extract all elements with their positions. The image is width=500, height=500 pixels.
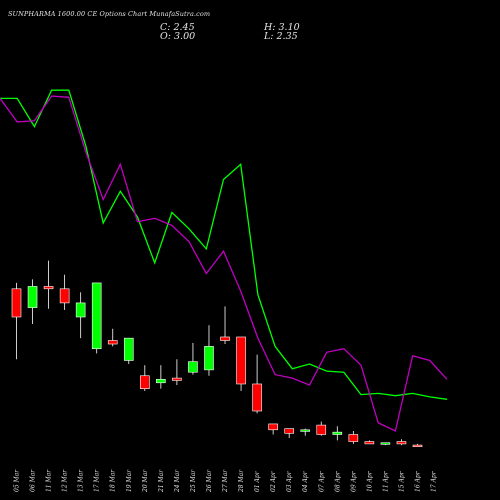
x-tick-label: 16 Apr [415,470,422,492]
candle-body [188,361,198,373]
x-tick-label: 12 Mar [62,469,69,492]
candle-body [364,441,375,445]
low-value: 2.35 [276,31,298,42]
open-label: O: [160,31,171,42]
candle [140,365,150,392]
candle [123,337,134,364]
candle-body [75,302,86,318]
candle-body [396,441,407,445]
x-tick-label: 20 Mar [142,469,149,493]
x-axis-labels: 05 Mar 06 Mar 11 Mar 12 Mar 13 Mar 17 Mar 18 M… [14,469,438,493]
candle-body [172,377,182,381]
x-tick-label: 11 Mar [46,469,53,492]
x-tick-label: 10 Apr [366,470,373,492]
series-line-2 [0,95,448,432]
candle-body [11,288,22,318]
candle [236,336,246,392]
chart-title: SUNPHARMA 1600.00 CE Options Chart Munaf… [8,10,211,18]
x-tick-label: 24 Mar [174,469,181,493]
candle-body [156,378,166,384]
candle [268,423,278,435]
candle-body [43,286,54,290]
candle-body [123,337,134,361]
x-tick-label: 25 Mar [190,469,197,493]
candle [172,359,182,386]
candle [332,426,343,441]
candle [27,279,38,325]
candle-body [204,346,214,371]
candles [11,260,423,447]
candle-body [107,340,118,345]
candle-body [284,428,294,434]
candle [316,421,327,436]
candle-body [140,375,150,389]
x-tick-label: 11 Apr [382,470,389,492]
candle [43,260,54,309]
close-stat: C: 2.45 [160,22,195,33]
candle [75,292,86,339]
x-tick-label: 07 Apr [318,470,325,492]
candle [188,342,198,375]
candle [11,282,22,360]
x-tick-label: 05 Mar [14,469,21,492]
candle [348,430,359,444]
candle [156,365,166,389]
high-value: 3.10 [278,22,300,33]
candle [252,354,262,414]
candle [380,442,391,446]
low-stat: L: 2.35 [264,31,298,42]
candle [284,428,294,439]
x-tick-label: 26 Mar [206,469,213,493]
x-tick-label: 15 Apr [399,470,406,492]
x-tick-label: 02 Apr [270,470,277,492]
candle [107,328,118,347]
x-tick-label: 09 Apr [350,470,357,492]
high-stat: H: 3.10 [264,22,300,33]
open-value: 3.00 [174,31,196,42]
close-value: 2.45 [173,22,195,33]
x-tick-label: 18 Mar [110,469,117,492]
candle-body [300,429,311,432]
x-tick-label: 17 Apr [431,470,438,492]
candle-body [348,434,359,442]
candle-body [412,444,423,447]
x-tick-label: 08 Apr [334,470,341,492]
candle-body [27,286,38,308]
candle-body [59,288,70,304]
candle-body [236,336,246,385]
candle [59,274,70,310]
candle-body [268,423,278,431]
candle [220,306,230,345]
candle [396,439,407,446]
candle [300,428,311,436]
candle-body [332,431,343,435]
candle-body [220,336,230,341]
close-label: C: [160,22,171,33]
x-tick-label: 19 Mar [126,469,133,492]
candle [364,440,375,445]
candle-body [380,442,391,445]
x-tick-label: 03 Apr [286,470,293,492]
candle-body [316,424,327,435]
low-label: L: [264,31,274,42]
candle [412,443,423,447]
high-label: H: [264,22,276,33]
x-tick-label: 17 Mar [94,469,101,492]
x-tick-label: 01 Apr [254,470,261,492]
x-tick-label: 21 Mar [158,469,165,493]
candle-body [252,383,262,412]
candle [91,282,102,354]
x-tick-label: 13 Mar [78,469,85,492]
indicator-lines [0,89,448,432]
x-tick-label: 06 Mar [30,469,37,492]
x-tick-label: 04 Apr [302,470,309,492]
x-tick-label: 28 Mar [238,469,245,493]
open-stat: O: 3.00 [160,31,195,42]
x-tick-label: 27 Mar [222,469,229,493]
candle [204,325,214,376]
series-line-1 [0,89,448,400]
candle-body [91,282,102,350]
